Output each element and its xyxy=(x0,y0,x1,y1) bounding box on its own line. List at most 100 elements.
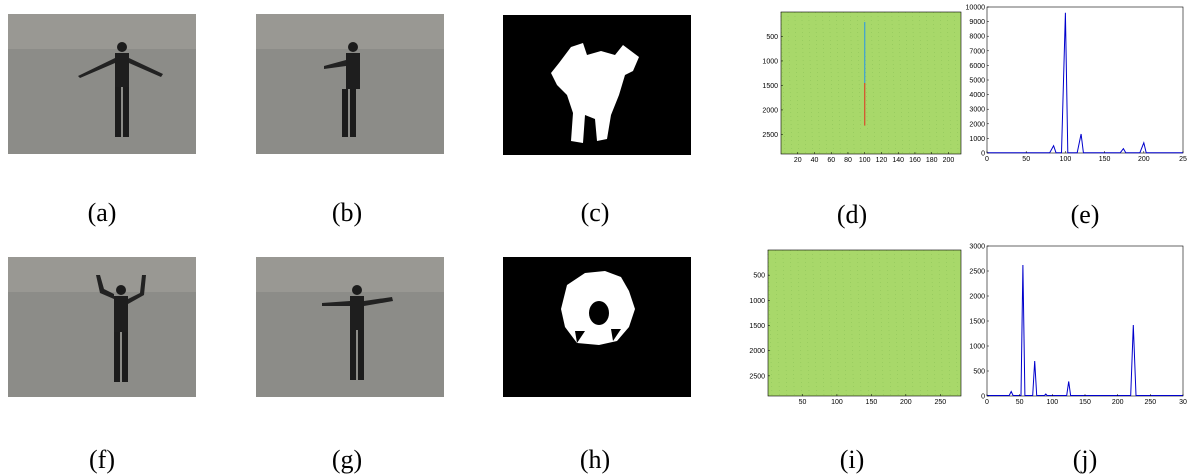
heatmap-texture xyxy=(804,249,810,397)
y-tick-label: 1000 xyxy=(969,136,985,143)
y-tick-label: 1500 xyxy=(749,323,765,330)
caption-g: (g) xyxy=(331,445,363,474)
spectrum-line xyxy=(987,264,1183,396)
caption-c: (c) xyxy=(580,198,610,227)
heatmap-texture xyxy=(953,249,958,397)
x-tick-label: 50 xyxy=(1016,399,1024,406)
photo-f xyxy=(8,257,196,397)
heatmap-texture xyxy=(923,249,929,397)
x-tick-label: 100 xyxy=(1060,156,1072,163)
y-tick-label: 2000 xyxy=(969,294,985,301)
x-tick-label: 30 xyxy=(1179,399,1187,406)
heatmap-texture xyxy=(908,249,914,397)
person-arms-up-image xyxy=(8,257,196,397)
heatmap-texture xyxy=(775,249,780,397)
spectrum-e-svg: 0 50 100 150 200 2501000200030004000500060007… xyxy=(966,5,1187,164)
spectrum-line xyxy=(987,12,1183,154)
y-tick-label: 500 xyxy=(766,34,778,41)
heatmap-texture xyxy=(931,249,936,397)
mask-c xyxy=(503,15,691,155)
y-tick-label: 2500 xyxy=(762,132,778,139)
heatmap-texture xyxy=(767,249,773,397)
y-tick-label: 1000 xyxy=(762,58,778,65)
y-tick-label: 3000 xyxy=(969,107,985,114)
x-tick-label: 200 xyxy=(900,399,912,406)
y-tick-label: 2500 xyxy=(749,373,765,380)
x-tick-label: 150 xyxy=(1099,156,1111,163)
x-tick-label: 25 xyxy=(1179,156,1187,163)
x-tick-label: 250 xyxy=(1144,399,1156,406)
y-tick-label: 0 xyxy=(981,394,985,401)
y-tick-label: 3000 xyxy=(969,244,985,251)
y-tick-label: 10000 xyxy=(966,5,986,12)
heatmap-texture xyxy=(864,249,869,397)
heatmap-field xyxy=(768,250,961,396)
heatmap-texture xyxy=(871,249,877,397)
x-tick-label: 50 xyxy=(1022,156,1030,163)
y-tick-label: 9000 xyxy=(969,19,985,26)
y-tick-label: 6000 xyxy=(969,63,985,70)
heatmap-texture xyxy=(916,249,921,397)
x-tick-label: 180 xyxy=(926,157,938,164)
y-tick-label: 2000 xyxy=(749,348,765,355)
heatmap-texture xyxy=(886,249,892,397)
x-tick-label: 50 xyxy=(799,399,807,406)
heatmap-texture xyxy=(879,249,884,397)
x-tick-label: 40 xyxy=(811,157,819,164)
heatmap-texture xyxy=(901,249,906,397)
heatmap-texture xyxy=(834,249,840,397)
silhouette-mask-c xyxy=(551,43,639,143)
heatmap-texture xyxy=(849,249,854,397)
heatmap-texture xyxy=(841,249,847,397)
heatmap-d-svg: 20 40 60 80 100 120 140 160 180 200 500 1000 1500 200… xyxy=(762,11,962,164)
heatmap-field xyxy=(781,12,961,154)
heatmap-d: 20 40 60 80 100 120 140 160 180 200 500 1000 1500 200… xyxy=(745,0,965,165)
heatmap-frame xyxy=(767,249,962,397)
x-tick-label: 20 xyxy=(794,157,802,164)
x-tick-label: 150 xyxy=(1079,399,1091,406)
spectrum-frame xyxy=(986,6,1184,154)
caption-a: (a) xyxy=(87,198,117,227)
x-tick-label: 100 xyxy=(831,399,843,406)
y-tick-label: 2500 xyxy=(969,269,985,276)
x-tick-label: 100 xyxy=(859,157,871,164)
heatmap-texture xyxy=(938,249,944,397)
x-tick-label: 80 xyxy=(844,157,852,164)
person-arms-out-image xyxy=(8,14,196,154)
y-tick-label: 1500 xyxy=(969,319,985,326)
x-tick-label: 250 xyxy=(934,399,946,406)
x-tick-label: 160 xyxy=(909,157,921,164)
caption-f: (f) xyxy=(89,445,115,474)
photo-b xyxy=(256,14,444,154)
person-side-image xyxy=(256,14,444,154)
spectrum-j: 0 50 100 150 200 250 30 0 500 1000 1500 2000 2500 300… xyxy=(965,240,1190,410)
heatmap-texture xyxy=(827,249,832,397)
y-tick-label: 7000 xyxy=(969,48,985,55)
x-tick-label: 0 xyxy=(985,399,989,406)
x-tick-label: 120 xyxy=(876,157,888,164)
heatmap-texture xyxy=(789,249,795,397)
heatmap-texture xyxy=(893,249,899,397)
mask-h xyxy=(503,257,691,397)
person-arms-out-image-2 xyxy=(256,257,444,397)
y-tick-label: 1000 xyxy=(969,344,985,351)
x-tick-label: 200 xyxy=(1138,156,1150,163)
heatmap-texture xyxy=(819,249,825,397)
x-tick-label: 60 xyxy=(827,157,835,164)
spectrum-e: 0 50 100 150 200 25 0 1000 2000 3000 4000 5000 6000 7… xyxy=(965,0,1190,165)
y-tick-label: 8000 xyxy=(969,34,985,41)
x-tick-label: 100 xyxy=(1046,399,1058,406)
y-tick-label: 4000 xyxy=(969,92,985,99)
y-tick-label: 500 xyxy=(753,273,765,280)
caption-b: (b) xyxy=(331,198,363,227)
silhouette-mask-h xyxy=(561,271,635,345)
caption-i: (i) xyxy=(839,445,865,474)
y-tick-label: 0 xyxy=(981,151,985,158)
caption-j: (j) xyxy=(1072,445,1098,474)
caption-e: (e) xyxy=(1070,200,1100,229)
heatmap-texture xyxy=(797,249,802,397)
caption-h: (h) xyxy=(579,445,611,474)
y-tick-label: 500 xyxy=(973,369,985,376)
heatmap-texture xyxy=(856,249,862,397)
heatmap-frame xyxy=(780,11,962,155)
